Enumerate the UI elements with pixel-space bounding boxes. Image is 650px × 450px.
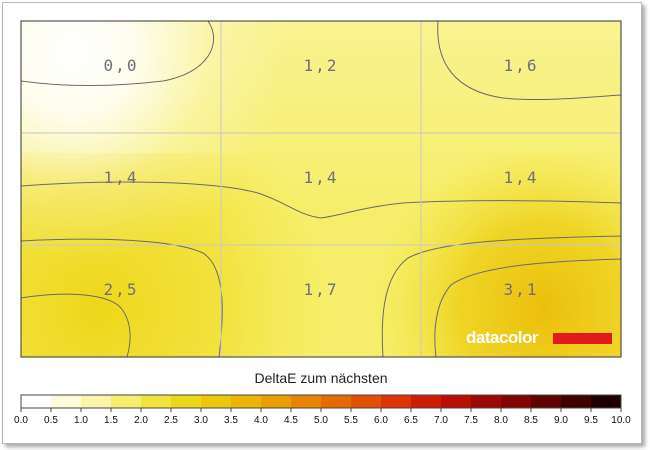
deltae-heatmap-chart: 0,0 1,2 1,6 1,4 1,4 1,4 2,5 1,7 3,1 datacolor De… xyxy=(14,20,631,426)
legend-swatch xyxy=(231,395,262,408)
chart-frame: 0,0 1,2 1,6 1,4 1,4 1,4 2,5 1,7 3,1 datacolor De… xyxy=(2,2,642,444)
heatmap-white-corner xyxy=(21,21,621,357)
legend-swatch xyxy=(411,395,442,408)
legend-tick-label: 5.0 xyxy=(314,415,328,426)
contour-line xyxy=(21,21,215,86)
legend-tick-label: 8.5 xyxy=(524,415,538,426)
legend-tick-label: 5.5 xyxy=(344,415,358,426)
cell-value-label: 1,2 xyxy=(304,56,339,75)
legend-swatch xyxy=(261,395,292,408)
contour-line xyxy=(437,21,621,101)
cell-value-label: 1,4 xyxy=(504,168,539,187)
datacolor-logo-text: datacolor xyxy=(466,328,539,347)
cell-value-labels: 0,0 1,2 1,6 1,4 1,4 1,4 2,5 1,7 3,1 xyxy=(104,56,539,299)
contour-line xyxy=(21,238,223,357)
legend-swatch xyxy=(21,395,52,408)
legend-tick-label: 2.5 xyxy=(164,415,178,426)
legend-swatch xyxy=(171,395,202,408)
cell-value-label: 3,1 xyxy=(504,280,539,299)
legend-swatch xyxy=(291,395,322,408)
cell-value-label: 1,4 xyxy=(304,168,339,187)
cell-value-label: 1,4 xyxy=(104,168,139,187)
legend-tick-label: 0.5 xyxy=(44,415,58,426)
legend-swatch xyxy=(321,395,352,408)
legend-swatch xyxy=(201,395,232,408)
cell-value-label: 1,7 xyxy=(304,280,339,299)
contour-lines xyxy=(21,21,621,357)
legend-swatch xyxy=(351,395,382,408)
legend-tick-label: 1.5 xyxy=(104,415,118,426)
legend-swatch xyxy=(441,395,472,408)
legend-swatch xyxy=(381,395,412,408)
contour-line xyxy=(381,235,621,357)
legend-swatch xyxy=(81,395,112,408)
contour-line xyxy=(21,293,131,357)
legend-title: DeltaE zum nächsten xyxy=(254,370,387,386)
legend-tick-label: 7.0 xyxy=(434,415,448,426)
contour-line xyxy=(21,181,621,219)
legend-tick-label: 6.5 xyxy=(404,415,418,426)
legend-swatch xyxy=(471,395,502,408)
datacolor-logo-bar xyxy=(553,333,612,344)
legend-tick-label: 0.0 xyxy=(14,415,28,426)
legend-swatch xyxy=(111,395,142,408)
cell-value-label: 2,5 xyxy=(104,280,139,299)
legend-tick-label: 7.5 xyxy=(464,415,478,426)
legend-swatch xyxy=(561,395,592,408)
legend-swatch xyxy=(591,395,622,408)
legend-tick-label: 9.0 xyxy=(554,415,568,426)
contour-line xyxy=(434,258,621,357)
legend-tick-label: 6.0 xyxy=(374,415,388,426)
legend-tick-label: 9.5 xyxy=(584,415,598,426)
legend-tick-label: 4.0 xyxy=(254,415,268,426)
legend-tick-label: 4.5 xyxy=(284,415,298,426)
plot-border xyxy=(20,20,622,358)
legend-swatch xyxy=(141,395,172,408)
legend-tick-label: 8.0 xyxy=(494,415,508,426)
legend-swatch xyxy=(531,395,562,408)
grid-lines xyxy=(21,21,621,357)
legend-tick-label: 10.0 xyxy=(611,415,631,426)
cell-value-label: 0,0 xyxy=(104,56,139,75)
datacolor-logo: datacolor xyxy=(466,328,612,347)
color-legend: 0.0 0.5 1.0 1.5 2.0 2.5 3.0 3.5 4.0 4.5 5.0 5.5 6.0 6… xyxy=(14,394,631,426)
legend-tick-label: 2.0 xyxy=(134,415,148,426)
heatmap-surface xyxy=(21,21,621,357)
legend-tick-label: 3.5 xyxy=(224,415,238,426)
legend-swatch xyxy=(501,395,532,408)
legend-tick-label: 3.0 xyxy=(194,415,208,426)
legend-tick-label: 1.0 xyxy=(74,415,88,426)
legend-swatch xyxy=(51,395,82,408)
cell-value-label: 1,6 xyxy=(504,56,539,75)
